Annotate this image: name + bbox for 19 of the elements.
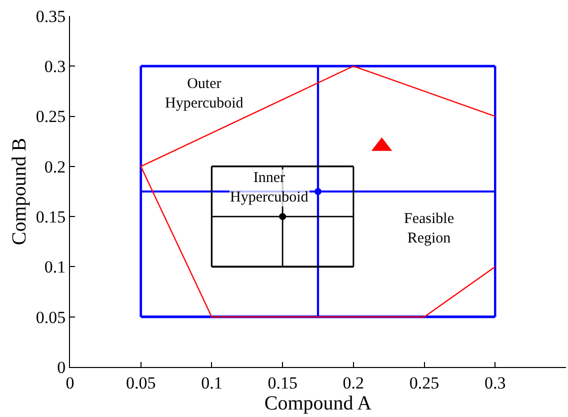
y-tick-label: 0.1: [44, 258, 66, 277]
y-tick-label: 0.35: [36, 6, 66, 26]
x-tick-label: 0.2: [342, 373, 364, 392]
y-tick-label: 0.3: [44, 57, 66, 76]
x-tick-label: 0.1: [201, 373, 222, 392]
y-tick-label: 0.25: [36, 107, 66, 126]
x-tick-label: 0.15: [268, 373, 298, 392]
y-axis-title: Compound B: [8, 138, 30, 246]
x-tick-label: 0.25: [409, 373, 440, 392]
x-axis-title: Compound A: [264, 392, 372, 414]
annotation: Feasible Region: [404, 211, 454, 246]
annotation: Inner Hypercuboid: [230, 170, 309, 206]
y-tick-label: 0.05: [36, 308, 66, 327]
y-tick-label: 0.15: [36, 208, 66, 227]
x-tick-label: 0.05: [126, 373, 156, 392]
y-tick-label: 0: [57, 358, 66, 377]
annotation: Outer Hypercuboid: [165, 76, 244, 112]
x-tick-label: 0.3: [484, 373, 506, 392]
y-tick-label: 0.2: [44, 157, 66, 176]
